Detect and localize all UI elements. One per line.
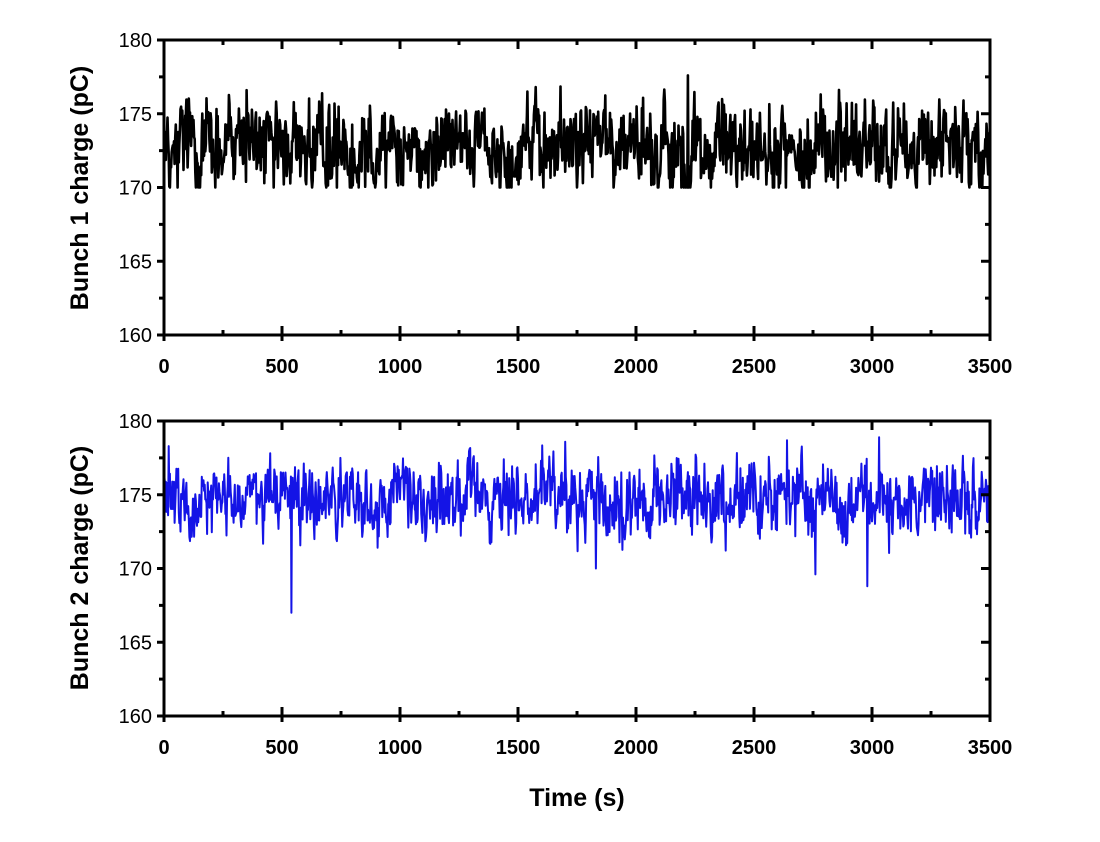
y-tick-label: 170 <box>119 178 152 200</box>
top-panel-bunch1: 160 165 170 175 180 0 500 1000 1500 2000 2500 3000… <box>66 30 1012 378</box>
x-tick-label: 500 <box>265 356 298 378</box>
x-tick-label: 500 <box>265 737 298 759</box>
bottom-axes <box>157 419 992 722</box>
top-axes <box>157 38 992 341</box>
bottom-y-tick-labels: 160 165 170 175 180 <box>119 411 152 728</box>
bottom-panel-bunch2: 160 165 170 175 180 0 500 1000 1500 2000 2500 3000… <box>66 411 1012 759</box>
bunch1-series-line <box>162 74 992 189</box>
y-tick-label: 160 <box>119 706 152 728</box>
x-tick-label: 0 <box>158 737 169 759</box>
top-y-axis-label: Bunch 1 charge (pC) <box>66 66 94 310</box>
y-tick-label: 160 <box>119 325 152 347</box>
y-tick-label: 170 <box>119 559 152 581</box>
x-tick-label: 2000 <box>614 737 659 759</box>
y-tick-label: 165 <box>119 632 152 654</box>
x-axis-label: Time (s) <box>529 784 624 812</box>
x-tick-label: 2500 <box>732 356 777 378</box>
bottom-x-tick-labels: 0 500 1000 1500 2000 2500 3000 3500 <box>158 737 1012 759</box>
x-tick-label: 3000 <box>850 737 895 759</box>
y-tick-label: 165 <box>119 251 152 273</box>
y-tick-label: 175 <box>119 104 152 126</box>
x-tick-label: 1500 <box>496 356 541 378</box>
top-x-tick-labels: 0 500 1000 1500 2000 2500 3000 3500 <box>158 356 1012 378</box>
x-tick-label: 2500 <box>732 737 777 759</box>
x-tick-label: 1500 <box>496 737 541 759</box>
x-tick-label: 3500 <box>968 356 1013 378</box>
x-tick-label: 1000 <box>378 737 423 759</box>
x-tick-label: 3500 <box>968 737 1013 759</box>
bunch2-series-line <box>163 436 991 614</box>
y-tick-label: 175 <box>119 485 152 507</box>
y-tick-label: 180 <box>119 30 152 52</box>
y-tick-label: 180 <box>119 411 152 433</box>
top-y-tick-labels: 160 165 170 175 180 <box>119 30 152 347</box>
bottom-y-axis-label: Bunch 2 charge (pC) <box>66 446 94 690</box>
x-tick-label: 1000 <box>378 356 423 378</box>
x-tick-label: 3000 <box>850 356 895 378</box>
x-tick-label: 0 <box>158 356 169 378</box>
x-tick-label: 2000 <box>614 356 659 378</box>
